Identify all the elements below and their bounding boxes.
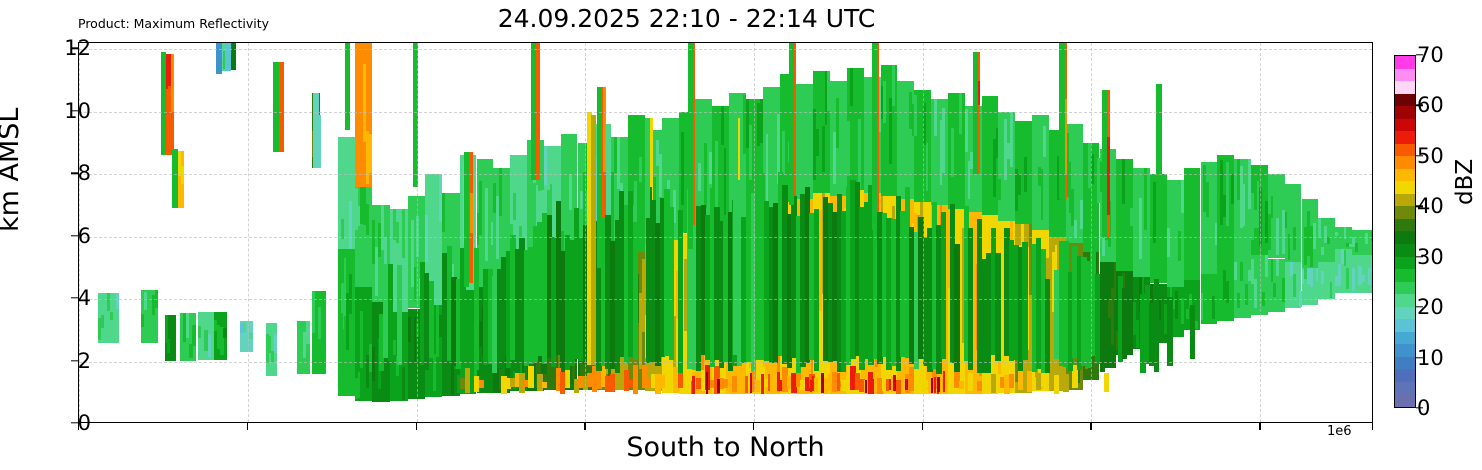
colorbar-tick-mark bbox=[1416, 205, 1423, 207]
colorbar-band bbox=[1395, 356, 1415, 370]
y-tick-mark bbox=[71, 234, 78, 237]
y-tick-mark bbox=[71, 297, 78, 299]
colorbar-band bbox=[1395, 206, 1415, 219]
colorbar-band bbox=[1395, 143, 1415, 157]
colorbar-tick-mark bbox=[1416, 255, 1423, 258]
y-tick-mark bbox=[71, 422, 78, 424]
colorbar-band bbox=[1395, 181, 1415, 194]
colorbar-tick-mark bbox=[1416, 306, 1423, 308]
colorbar-band bbox=[1395, 381, 1415, 395]
y-tick-mark bbox=[71, 47, 78, 49]
colorbar-band bbox=[1395, 68, 1415, 82]
x-tick-mark bbox=[1090, 423, 1092, 430]
x-tick-mark bbox=[584, 423, 586, 430]
x-tick-mark bbox=[753, 423, 755, 430]
y-axis-label: km AMSL bbox=[0, 107, 25, 232]
colorbar-band bbox=[1395, 394, 1415, 407]
colorbar-band bbox=[1395, 106, 1415, 119]
colorbar-tick-label: 0 bbox=[1417, 396, 1431, 420]
y-tick-label: 0 bbox=[77, 411, 91, 435]
y-tick-label: 2 bbox=[77, 348, 91, 373]
colorbar-tick-mark bbox=[1416, 407, 1423, 409]
colorbar-band bbox=[1395, 156, 1415, 169]
colorbar-band bbox=[1395, 193, 1415, 207]
colorbar-band bbox=[1395, 81, 1415, 94]
y-tick-mark bbox=[71, 109, 78, 112]
colorbar-band bbox=[1395, 294, 1415, 307]
x-tick-mark bbox=[921, 423, 924, 430]
product-label: Product: Maximum Reflectivity bbox=[78, 16, 270, 31]
x-tick-mark bbox=[246, 423, 249, 430]
colorbar-band bbox=[1395, 344, 1415, 357]
colorbar-band bbox=[1395, 306, 1415, 320]
colorbar-tick-mark bbox=[1416, 356, 1423, 359]
colorbar-band bbox=[1395, 168, 1415, 182]
colorbar-label: dBZ bbox=[1452, 158, 1478, 205]
x-axis-exponent: 1e6 bbox=[1327, 424, 1352, 439]
colorbar-band bbox=[1395, 281, 1415, 295]
plot-area bbox=[78, 42, 1373, 423]
x-tick-mark bbox=[1259, 423, 1261, 430]
colorbar-band bbox=[1395, 369, 1415, 382]
x-tick-mark bbox=[415, 423, 417, 430]
colorbar-band bbox=[1395, 256, 1415, 270]
colorbar-band bbox=[1395, 331, 1415, 345]
y-tick-label: 6 bbox=[77, 223, 91, 248]
x-tick-mark bbox=[1372, 423, 1374, 430]
colorbar-band bbox=[1395, 131, 1415, 144]
colorbar-band bbox=[1395, 243, 1415, 257]
colorbar-band bbox=[1395, 269, 1415, 282]
colorbar-band bbox=[1395, 231, 1415, 244]
y-tick-label: 4 bbox=[77, 286, 91, 311]
colorbar-band bbox=[1395, 118, 1415, 132]
y-tick-mark bbox=[71, 359, 78, 362]
reflectivity-field bbox=[79, 43, 1372, 422]
colorbar-tick-mark bbox=[1416, 54, 1423, 56]
y-tick-label: 8 bbox=[77, 161, 91, 186]
colorbar bbox=[1394, 55, 1416, 408]
x-axis-label: South to North bbox=[626, 432, 825, 463]
y-tick-mark bbox=[71, 172, 78, 174]
colorbar-band bbox=[1395, 319, 1415, 332]
colorbar-band bbox=[1395, 218, 1415, 232]
chart-title: 24.09.2025 22:10 - 22:14 UTC bbox=[497, 4, 876, 33]
x-tick-mark bbox=[78, 423, 80, 430]
colorbar-tick-mark bbox=[1416, 104, 1423, 107]
colorbar-band bbox=[1395, 93, 1415, 107]
colorbar-band bbox=[1395, 56, 1415, 69]
colorbar-tick-mark bbox=[1416, 155, 1423, 157]
